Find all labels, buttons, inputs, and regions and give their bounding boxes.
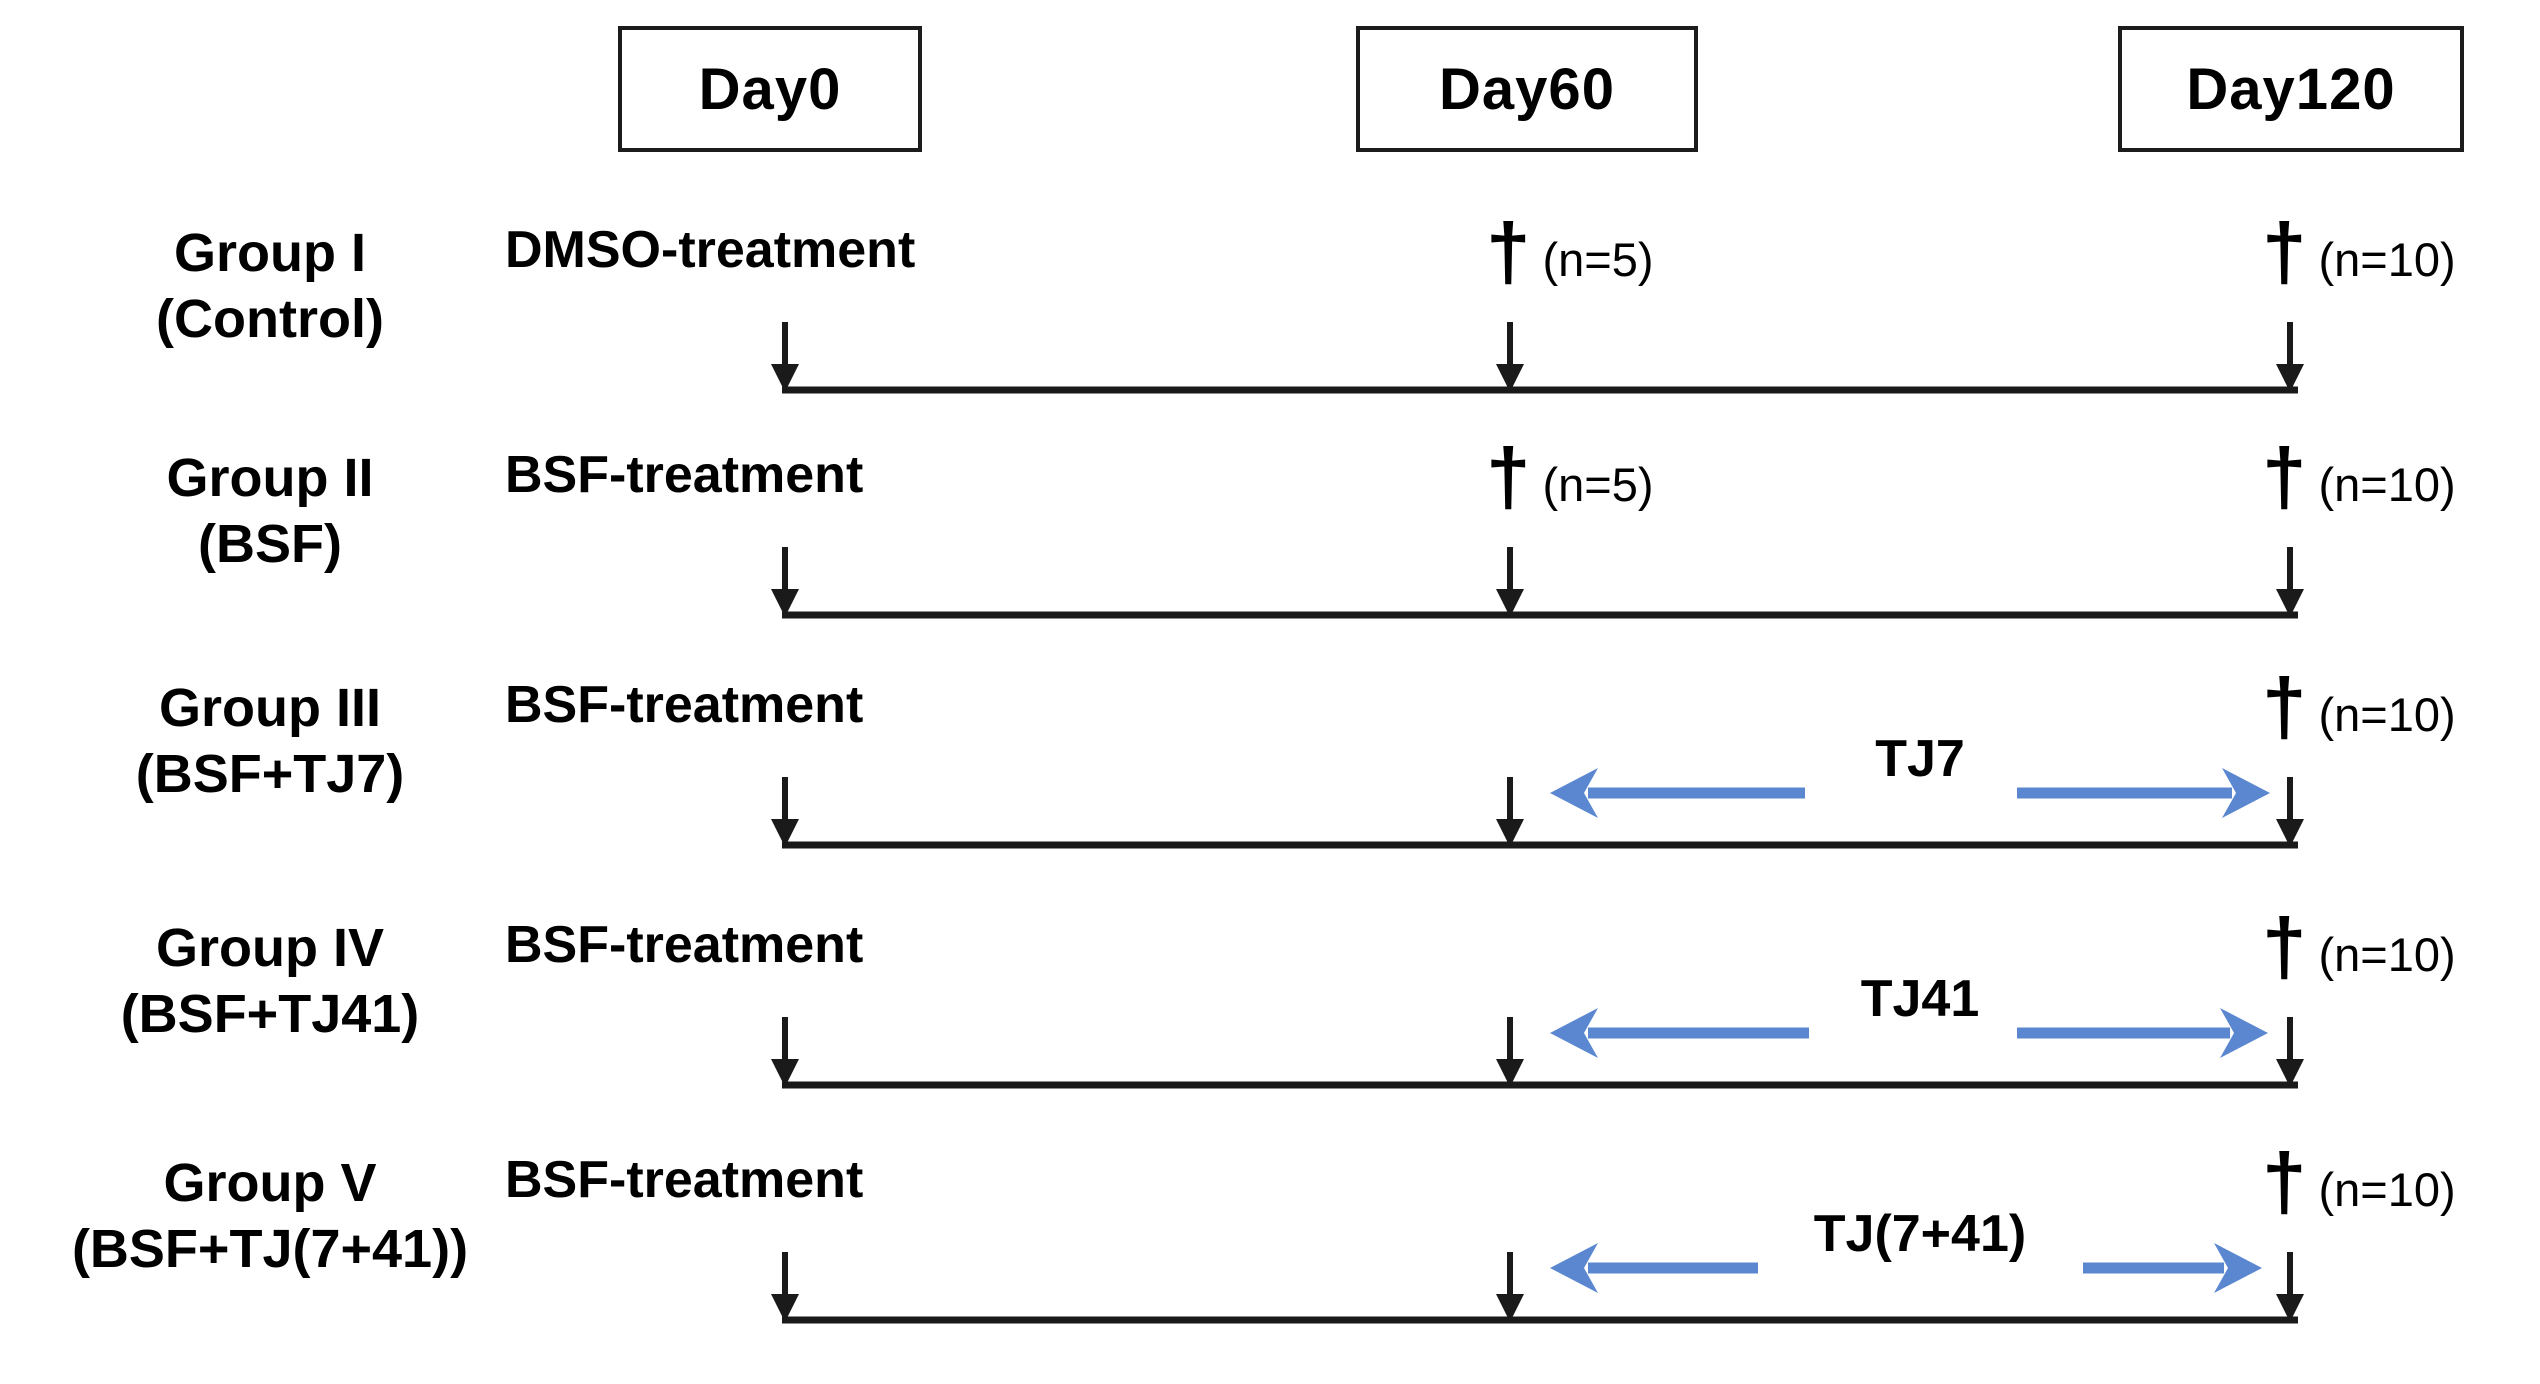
sacrifice-day120: † (n=10) — [2262, 905, 2456, 989]
day0-down-arrow-icon — [771, 1017, 799, 1087]
day60-down-arrow-icon — [1496, 1252, 1524, 1322]
dagger-icon: † — [2262, 662, 2307, 751]
group-name: Group IV — [156, 918, 384, 978]
intervention-label: TJ7 — [1875, 730, 1965, 788]
day60-down-arrow-icon — [1496, 1017, 1524, 1087]
sacrifice-day120: † (n=10) — [2262, 1140, 2456, 1224]
group-row-5: Group V (BSF+TJ(7+41)) BSF-treatment † (… — [0, 1140, 2540, 1372]
dagger-icon: † — [2262, 902, 2307, 991]
day120-down-arrow-icon — [2276, 1252, 2304, 1322]
treatment-label: BSF-treatment — [505, 446, 864, 504]
dagger-icon: † — [1486, 432, 1531, 521]
intervention-arrow-right-icon — [2083, 1243, 2262, 1293]
sample-count-day60: (n=5) — [1542, 233, 1654, 286]
intervention-arrow-left-icon — [1550, 1008, 1809, 1058]
group-name: Group III — [159, 678, 381, 738]
group-condition: (BSF+TJ(7+41)) — [71, 1219, 469, 1279]
sample-count-day60: (n=5) — [1542, 458, 1654, 511]
day120-down-arrow-icon — [2276, 777, 2304, 847]
day0-down-arrow-icon — [771, 1252, 799, 1322]
sample-count-day120: (n=10) — [2318, 928, 2456, 981]
group-row-4: Group IV (BSF+TJ41) BSF-treatment † (n=1… — [0, 905, 2540, 1137]
sacrifice-day120: † (n=10) — [2262, 665, 2456, 749]
timepoint-box-day120: Day120 — [2118, 26, 2464, 152]
timeline-graphic — [771, 547, 2304, 619]
sacrifice-day60: † (n=5) — [1486, 435, 1654, 519]
treatment-label: BSF-treatment — [505, 676, 864, 734]
sacrifice-day120: † (n=10) — [2262, 435, 2456, 519]
group-name: Group V — [163, 1153, 377, 1213]
day120-down-arrow-icon — [2276, 547, 2304, 617]
sacrifice-day120: † (n=10) — [2262, 210, 2456, 294]
timeline-graphic — [771, 768, 2304, 849]
group-label: Group V (BSF+TJ(7+41)) — [20, 1150, 520, 1282]
sacrifice-day60: † (n=5) — [1486, 210, 1654, 294]
day0-down-arrow-icon — [771, 777, 799, 847]
timeline-graphic — [771, 322, 2304, 394]
group-label: Group II (BSF) — [20, 445, 520, 577]
group-name: Group II — [166, 448, 374, 508]
treatment-label: BSF-treatment — [505, 916, 864, 974]
group-name: Group I — [174, 223, 366, 283]
group-row-2: Group II (BSF) BSF-treatment † (n=5) † (… — [0, 435, 2540, 667]
day120-down-arrow-icon — [2276, 322, 2304, 392]
intervention-arrow-right-icon — [2017, 1008, 2268, 1058]
dagger-icon: † — [1486, 207, 1531, 296]
group-label: Group IV (BSF+TJ41) — [20, 915, 520, 1047]
group-label: Group III (BSF+TJ7) — [20, 675, 520, 807]
group-condition: (Control) — [156, 289, 384, 349]
day120-down-arrow-icon — [2276, 1017, 2304, 1087]
sample-count-day120: (n=10) — [2318, 1163, 2456, 1216]
group-row-1: Group I (Control) DMSO-treatment † (n=5)… — [0, 210, 2540, 442]
day60-down-arrow-icon — [1496, 547, 1524, 617]
sample-count-day120: (n=10) — [2318, 688, 2456, 741]
dagger-icon: † — [2262, 1137, 2307, 1226]
group-row-3: Group III (BSF+TJ7) BSF-treatment † (n=1… — [0, 665, 2540, 897]
timeline-graphic — [771, 1008, 2304, 1089]
sample-count-day120: (n=10) — [2318, 458, 2456, 511]
group-label: Group I (Control) — [20, 220, 520, 352]
treatment-label: BSF-treatment — [505, 1151, 864, 1209]
intervention-arrow-left-icon — [1550, 768, 1805, 818]
day60-down-arrow-icon — [1496, 777, 1524, 847]
timepoint-box-day0: Day0 — [618, 26, 922, 152]
day0-down-arrow-icon — [771, 322, 799, 392]
day60-down-arrow-icon — [1496, 322, 1524, 392]
timeline-graphic — [771, 1243, 2304, 1324]
sample-count-day120: (n=10) — [2318, 233, 2456, 286]
treatment-label: DMSO-treatment — [505, 221, 916, 279]
intervention-label: TJ(7+41) — [1813, 1205, 2027, 1263]
group-condition: (BSF+TJ7) — [135, 744, 405, 804]
intervention-arrow-right-icon — [2017, 768, 2270, 818]
dagger-icon: † — [2262, 432, 2307, 521]
dagger-icon: † — [2262, 207, 2307, 296]
group-condition: (BSF) — [198, 514, 342, 574]
timepoint-box-day60: Day60 — [1356, 26, 1698, 152]
day0-down-arrow-icon — [771, 547, 799, 617]
group-condition: (BSF+TJ41) — [120, 984, 420, 1044]
intervention-label: TJ41 — [1860, 970, 1980, 1028]
intervention-arrow-left-icon — [1550, 1243, 1758, 1293]
